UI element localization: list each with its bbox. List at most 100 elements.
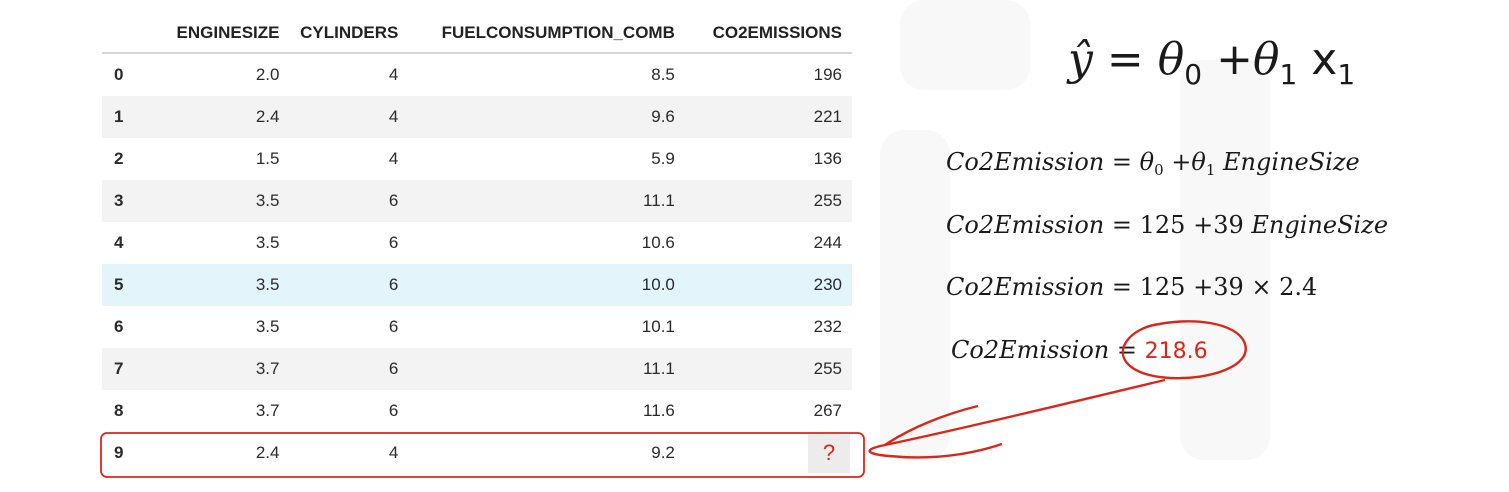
co2emissions-unknown-cell: ? [685,432,852,474]
cylinders-column-header: CYLINDERS [289,14,409,54]
enginesize-cell: 1.5 [255,149,280,168]
fuelconsumption-cell: 10.1 [641,317,675,336]
background-shape [900,0,1030,90]
enginesize-cell: 3.7 [152,348,290,390]
theta0-symbol: θ [1139,148,1155,176]
enginesize-cell: 2.0 [255,65,280,84]
theta0-subscript: 0 [1154,161,1164,179]
co2emissions-cell: 232 [813,317,842,336]
table-header-row: ENGINESIZE CYLINDERS FUELCONSUMPTION_COM… [102,14,852,54]
enginesize-cell: 3.5 [152,264,290,306]
times-sign: × [1251,273,1272,301]
fuelconsumption-cell: 9.6 [408,96,685,138]
row-index: 6 [114,317,124,336]
enginesize-cell: 3.5 [255,233,280,252]
row-index: 4 [114,233,124,252]
plus-sign: + [1216,34,1253,85]
table-row: 2 1.5 4 5.9 136 [102,138,852,180]
fuelconsumption-cell: 9.2 [651,443,675,462]
enginesize-cell: 3.7 [255,401,280,420]
equals-sign: = [1111,273,1132,301]
theta1-symbol: θ [1252,34,1280,85]
fuelconsumption-cell: 10.0 [408,264,685,306]
arrow-head [884,404,979,446]
row-index: 7 [102,348,153,390]
table-row: 8 3.7 6 11.6 267 [102,390,852,432]
formula-line-1: Co2Emission = θ0 +θ1 EngineSize [946,148,1360,179]
enginesize-column-header: ENGINESIZE [152,14,290,54]
equals-sign: = [1111,211,1132,239]
data-table: ENGINESIZE CYLINDERS FUELCONSUMPTION_COM… [102,14,852,474]
cylinders-cell: 6 [388,233,399,252]
x-subscript: 1 [1337,58,1356,91]
formula-lhs: Co2Emission [946,273,1105,301]
table-row: 7 3.7 6 11.1 255 [102,348,852,390]
row-index: 5 [102,264,153,306]
background-shape [1180,60,1270,460]
table-row: 3 3.5 6 11.1 255 [102,180,852,222]
y-hat-symbol: ŷ [1068,34,1093,85]
fuelconsumption-cell: 11.6 [643,401,675,420]
table-row: 0 2.0 4 8.5 196 [102,53,852,96]
co2emissions-cell: 136 [813,149,842,168]
formula-lhs: Co2Emission [946,148,1105,176]
co2emissions-cell: 196 [813,65,842,84]
target-row-box [100,432,865,478]
formula-term: EngineSize [1223,148,1360,176]
row-index: 0 [114,65,124,84]
cylinders-cell: 6 [388,401,399,420]
row-index: 8 [114,401,124,420]
enginesize-cell: 3.5 [152,180,290,222]
co2emissions-cell: 221 [684,96,852,138]
slope-value: 39 [1213,211,1244,239]
equals-sign: = [1111,148,1132,176]
table-row-highlighted: 5 3.5 6 10.0 230 [102,264,852,306]
cylinders-cell: 4 [289,96,409,138]
cylinders-cell: 6 [289,264,409,306]
cylinders-cell: 6 [289,180,409,222]
equals-sign: = [1106,34,1144,85]
regression-equation: ŷ = θ0 +θ1 x1 [1068,34,1355,91]
intercept-value: 125 [1139,211,1186,239]
fuelconsumption-cell: 8.5 [651,65,675,84]
arrow-stroke [868,378,1166,459]
theta1-subscript: 1 [1205,161,1216,179]
theta0-symbol: θ [1157,34,1185,85]
theta1-subscript: 1 [1279,58,1298,91]
background-shape [880,130,950,460]
row-index: 9 [114,443,124,462]
co2emissions-cell: 255 [684,348,852,390]
co2emissions-cell: 255 [684,180,852,222]
cylinders-cell: 4 [388,149,399,168]
theta0-subscript: 0 [1184,58,1203,91]
cylinders-cell: 4 [388,443,399,462]
result-circle [1121,320,1247,380]
fuelconsumption-cell: 5.9 [651,149,675,168]
enginesize-value: 2.4 [1279,273,1318,301]
index-column-header [102,14,153,54]
co2emissions-column-header: CO2EMISSIONS [684,14,852,54]
x-symbol: x [1311,34,1338,85]
table-row: 1 2.4 4 9.6 221 [102,96,852,138]
formula-lhs: Co2Emission [946,211,1105,239]
table-row: 6 3.5 6 10.1 232 [102,306,852,348]
enginesize-cell: 2.4 [255,443,280,462]
predicted-result: 218.6 [1144,339,1208,364]
intercept-value: 125 [1139,273,1186,301]
enginesize-cell: 2.4 [152,96,290,138]
formula-line-4: Co2Emission = 218.6 [951,336,1208,364]
plus-sign: + [1193,273,1214,301]
slope-value: 39 [1213,273,1244,301]
equals-sign: = [1116,336,1137,364]
co2emissions-cell: 230 [684,264,852,306]
co2emissions-cell: 244 [813,233,842,252]
table-row: 4 3.5 6 10.6 244 [102,222,852,264]
co2emissions-cell: 267 [813,401,842,420]
formula-lhs: Co2Emission [951,336,1110,364]
theta1-symbol: θ [1191,148,1206,176]
cylinders-cell: 4 [388,65,399,84]
formula-line-3: Co2Emission = 125 +39 × 2.4 [946,273,1317,301]
row-index: 2 [114,149,124,168]
row-index: 3 [102,180,153,222]
